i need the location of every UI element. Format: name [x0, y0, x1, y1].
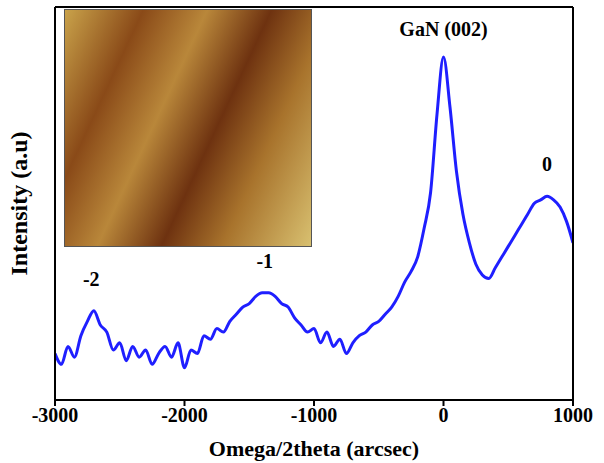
svg-text:-2: -2: [83, 268, 100, 290]
svg-text:Omega/2theta (arcsec): Omega/2theta (arcsec): [209, 436, 419, 461]
svg-text:-3000: -3000: [32, 404, 79, 426]
svg-text:0: 0: [542, 153, 552, 175]
svg-text:-1: -1: [256, 250, 273, 272]
svg-text:0: 0: [439, 404, 449, 426]
svg-text:Intensity (a.u): Intensity (a.u): [6, 131, 32, 275]
svg-text:-2000: -2000: [161, 404, 208, 426]
svg-text:-1000: -1000: [291, 404, 338, 426]
svg-text:1000: 1000: [553, 404, 593, 426]
svg-text:GaN (002): GaN (002): [399, 18, 487, 41]
